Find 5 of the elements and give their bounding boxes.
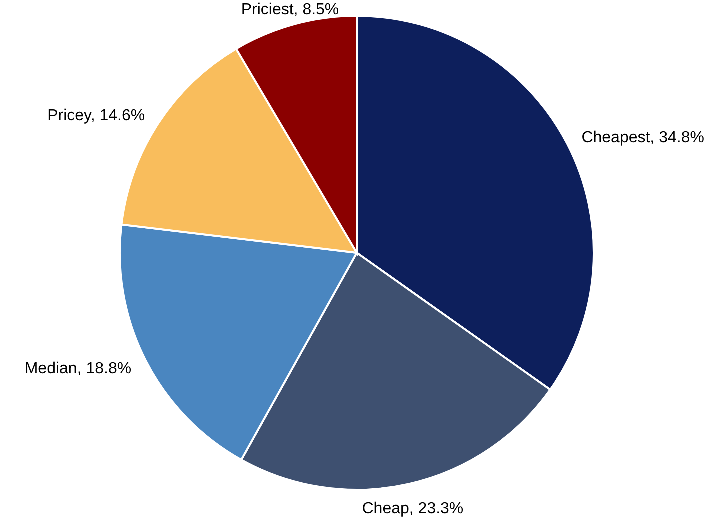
slice-label: Cheap, 23.3% xyxy=(362,500,464,518)
slice-label: Cheapest, 34.8% xyxy=(582,129,704,146)
slice-label: Priciest, 8.5% xyxy=(241,2,340,19)
slice-label: Pricey, 14.6% xyxy=(48,107,146,124)
slice-label: Median, 18.8% xyxy=(24,360,132,378)
